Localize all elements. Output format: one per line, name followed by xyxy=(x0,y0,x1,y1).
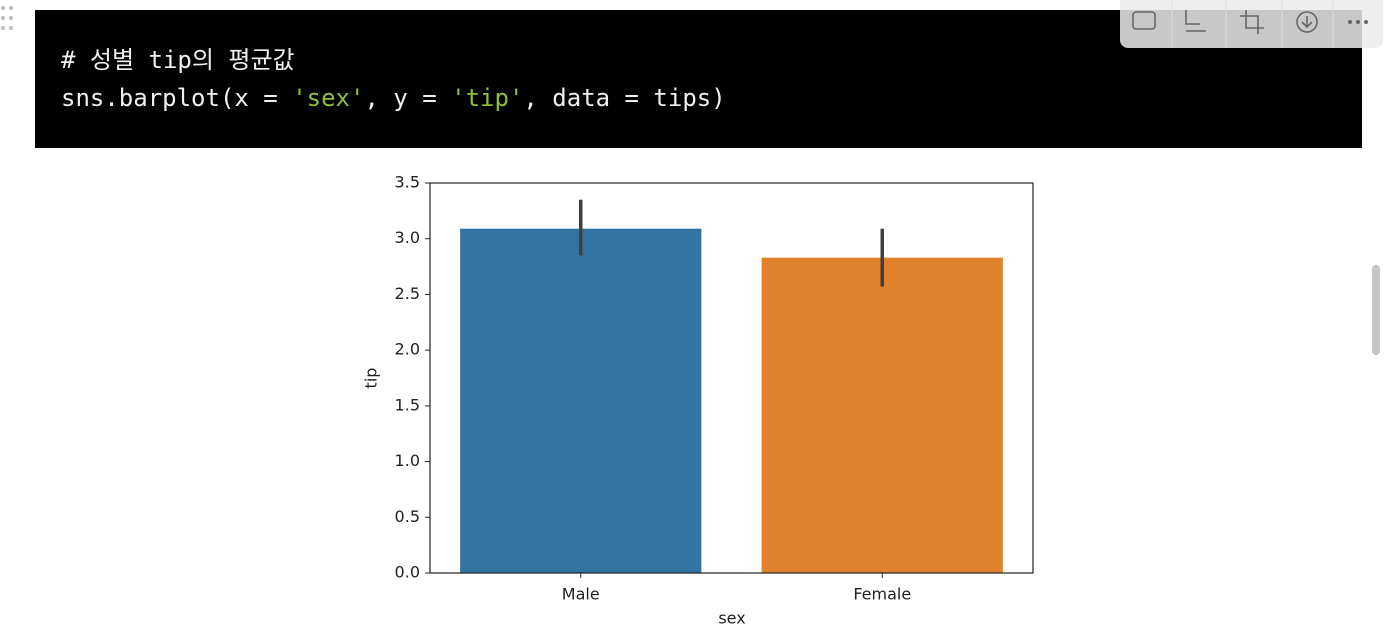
crop-icon[interactable] xyxy=(1240,10,1264,34)
code-line: sns.barplot(x = 'sex', y = 'tip', data =… xyxy=(61,84,726,112)
code-token: , data = tips) xyxy=(523,84,726,112)
y-axis-label: tip xyxy=(362,368,381,389)
toolbar: Copy xyxy=(1120,0,1383,48)
y-tick-label: 2.0 xyxy=(395,340,420,359)
y-tick-label: 3.5 xyxy=(395,173,420,192)
copy-button[interactable]: Copy xyxy=(1270,14,1336,44)
download-icon[interactable] xyxy=(1296,11,1318,33)
bar xyxy=(460,228,702,573)
y-tick-label: 0.0 xyxy=(395,563,420,582)
y-tick-label: 1.0 xyxy=(395,451,420,470)
y-tick-label: 0.5 xyxy=(395,507,420,526)
code-token: , y = xyxy=(364,84,452,112)
y-tick-label: 2.5 xyxy=(395,284,420,303)
scrollbar[interactable] xyxy=(1372,265,1380,355)
code-token: sns.barplot(x = xyxy=(61,84,293,112)
x-axis-label: sex xyxy=(718,609,745,626)
y-tick-label: 3.0 xyxy=(395,228,420,247)
toolbar-icons xyxy=(1132,0,1368,48)
y-tick-label: 1.5 xyxy=(395,395,420,414)
drag-handle[interactable] xyxy=(0,0,20,40)
code-string: 'sex' xyxy=(292,84,365,112)
x-tick-label: Female xyxy=(853,585,911,604)
bar xyxy=(761,257,1003,573)
comment-icon[interactable] xyxy=(1132,11,1156,30)
code-comment: # 성별 tip의 평균값 xyxy=(61,46,295,74)
x-tick-label: Male xyxy=(562,585,600,604)
axes-frame xyxy=(429,182,1034,574)
layout-icon[interactable] xyxy=(1185,10,1206,32)
code-string: 'tip' xyxy=(451,84,524,112)
